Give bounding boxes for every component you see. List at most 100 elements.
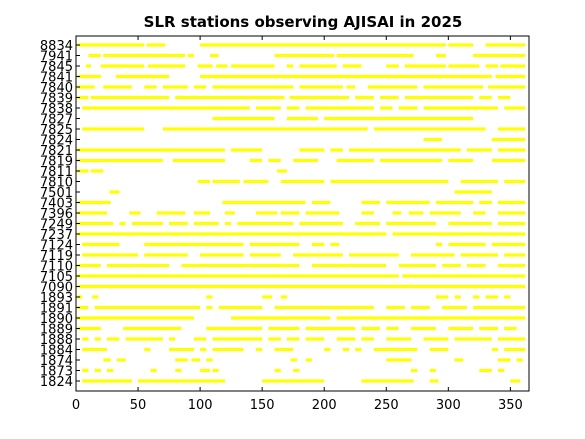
y-axis: 8834794178457841784078397838782778257824… bbox=[40, 39, 80, 390]
bar-segment-7824-0 bbox=[423, 137, 443, 142]
bar-segment-7403-0 bbox=[77, 200, 111, 205]
bar-segment-7249-11 bbox=[497, 221, 526, 226]
bar-segment-7838-2 bbox=[286, 106, 300, 110]
bar-segment-7819-6 bbox=[380, 158, 443, 163]
bar-segment-7237-1 bbox=[392, 232, 526, 236]
bar-segment-7810-2 bbox=[243, 179, 269, 184]
y-tick-label-7249: 7249 bbox=[40, 218, 73, 233]
bar-segment-1888-5 bbox=[193, 337, 207, 341]
y-tick-label-7110: 7110 bbox=[40, 260, 73, 275]
bar-segment-7396-11 bbox=[429, 211, 461, 215]
bars-group bbox=[77, 43, 526, 383]
bar-segment-7840-9 bbox=[423, 85, 484, 89]
y-tick-label-7821: 7821 bbox=[40, 144, 73, 159]
bar-segment-1888-10 bbox=[336, 337, 356, 341]
bar-segment-1873-1 bbox=[94, 368, 101, 373]
x-axis: 0 50 100 150 200 250 300 350 bbox=[72, 36, 523, 413]
bar-segment-1884-5 bbox=[255, 347, 263, 352]
bar-segment-1893-1 bbox=[92, 295, 99, 299]
bar-segment-7941-2 bbox=[187, 53, 194, 58]
bar-segment-7810-5 bbox=[460, 179, 498, 184]
bar-segment-7839-5 bbox=[380, 95, 399, 100]
y-tick-label-7396: 7396 bbox=[40, 207, 73, 222]
bar-segment-7249-3 bbox=[169, 221, 188, 226]
bar-segment-7119-4 bbox=[293, 253, 343, 257]
bar-segment-7821-0 bbox=[77, 148, 225, 152]
bar-segment-7819-8 bbox=[491, 158, 526, 163]
bar-segment-7105-0 bbox=[77, 274, 399, 278]
bar-segment-1873-4 bbox=[175, 368, 182, 373]
bar-segment-7124-1 bbox=[144, 242, 244, 247]
bar-segment-7249-10 bbox=[448, 221, 492, 226]
bar-segment-7840-0 bbox=[77, 85, 95, 89]
bar-segment-7845-7 bbox=[299, 64, 337, 68]
bar-segment-7821-2 bbox=[299, 148, 325, 152]
bar-segment-7119-6 bbox=[411, 253, 455, 257]
bar-segment-1888-14 bbox=[454, 337, 492, 341]
bar-segment-7249-6 bbox=[237, 221, 294, 226]
bar-segment-8834-4 bbox=[485, 43, 526, 47]
bar-segment-7110-6 bbox=[466, 263, 486, 268]
bar-segment-7845-11 bbox=[448, 64, 480, 68]
bar-segment-1873-0 bbox=[82, 368, 89, 373]
y-tick-label-1889: 1889 bbox=[40, 323, 73, 338]
bar-segment-7124-7 bbox=[491, 242, 526, 247]
bar-segment-1891-3 bbox=[218, 305, 263, 310]
bar-segment-1891-8 bbox=[473, 305, 526, 310]
bar-segment-8834-3 bbox=[448, 43, 474, 47]
bar-segment-7119-5 bbox=[349, 253, 399, 257]
y-tick-label-7838: 7838 bbox=[40, 102, 73, 117]
bar-segment-1873-8 bbox=[293, 368, 300, 373]
bar-segment-1890-1 bbox=[231, 316, 331, 320]
bar-segment-7840-10 bbox=[488, 85, 526, 89]
bar-segment-1873-11 bbox=[479, 368, 492, 373]
bar-segment-1893-7 bbox=[473, 295, 480, 299]
bar-segment-1889-2 bbox=[206, 326, 263, 331]
bar-segment-7941-1 bbox=[103, 53, 186, 58]
bar-segment-1891-7 bbox=[442, 305, 467, 310]
y-tick-label-7841: 7841 bbox=[40, 71, 73, 86]
bar-segment-7819-7 bbox=[448, 158, 474, 163]
bar-segment-1884-12 bbox=[491, 347, 498, 352]
bar-segment-7249-4 bbox=[193, 221, 219, 226]
bar-segment-7845-1 bbox=[100, 64, 145, 68]
x-tick-label-350: 350 bbox=[498, 398, 523, 413]
bar-segment-1889-7 bbox=[411, 326, 436, 331]
bar-segment-1874-6 bbox=[305, 358, 312, 362]
bar-segment-7839-6 bbox=[404, 95, 474, 100]
bar-segment-7845-5 bbox=[231, 64, 275, 68]
bar-segment-7105-1 bbox=[402, 274, 526, 278]
y-tick-label-7819: 7819 bbox=[40, 155, 73, 170]
bar-segment-1888-9 bbox=[305, 337, 325, 341]
bar-segment-7845-4 bbox=[216, 64, 228, 68]
bar-segment-1873-7 bbox=[274, 368, 281, 373]
x-tick-label-50: 50 bbox=[130, 398, 147, 413]
bar-segment-7941-5 bbox=[336, 53, 414, 58]
bar-segment-1893-6 bbox=[454, 295, 461, 299]
y-tick-label-7811: 7811 bbox=[40, 165, 73, 180]
y-tick-label-7825: 7825 bbox=[40, 123, 73, 138]
bar-segment-7403-4 bbox=[386, 200, 430, 205]
bar-segment-7845-6 bbox=[286, 64, 294, 68]
y-tick-label-1891: 1891 bbox=[40, 302, 73, 317]
bar-segment-1893-5 bbox=[435, 295, 449, 299]
bar-segment-1891-5 bbox=[386, 305, 405, 310]
bar-segment-7839-0 bbox=[77, 95, 89, 100]
bar-segment-1824-0 bbox=[82, 379, 132, 383]
bar-segment-7811-0 bbox=[77, 169, 89, 173]
bar-segment-1874-7 bbox=[386, 358, 412, 362]
bar-segment-7845-0 bbox=[85, 64, 91, 68]
bar-segment-7824-1 bbox=[491, 137, 526, 142]
bar-segment-7845-12 bbox=[485, 64, 498, 68]
bar-segment-1893-4 bbox=[280, 295, 287, 299]
bar-segment-1884-8 bbox=[342, 347, 350, 352]
bar-segment-1893-9 bbox=[504, 295, 511, 299]
bar-segment-7396-0 bbox=[77, 211, 108, 215]
bar-segment-1888-6 bbox=[212, 337, 263, 341]
bar-segment-1874-9 bbox=[497, 358, 511, 362]
bar-segment-1873-10 bbox=[429, 368, 436, 373]
bar-segment-7124-0 bbox=[82, 242, 120, 247]
bar-segment-1888-8 bbox=[286, 337, 300, 341]
bar-segment-7396-4 bbox=[224, 211, 235, 215]
bar-segment-1874-4 bbox=[206, 358, 213, 362]
